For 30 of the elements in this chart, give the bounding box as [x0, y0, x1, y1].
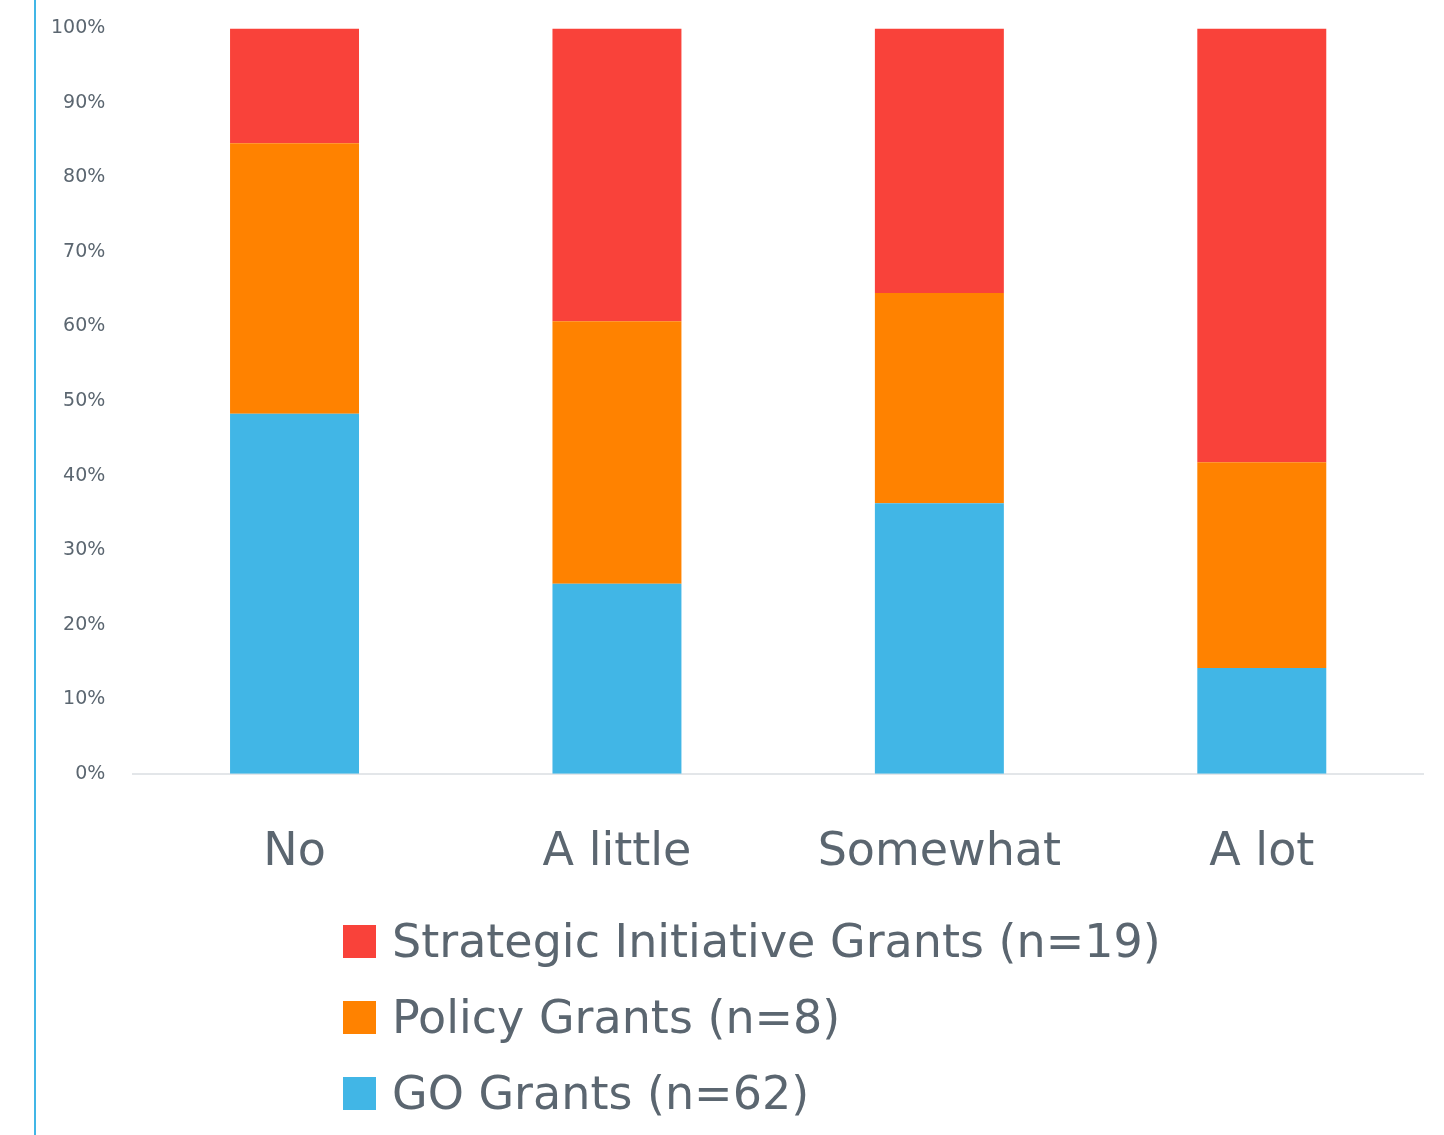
x-tick-label: Somewhat	[817, 822, 1062, 877]
x-tick-label: A lot	[1209, 822, 1315, 877]
legend-label: Strategic Initiative Grants (n=19)	[392, 913, 1161, 969]
bar	[1197, 28, 1327, 463]
bar	[230, 28, 360, 144]
y-tick-label: 30%	[63, 537, 106, 560]
bar	[1197, 462, 1327, 668]
bar	[552, 583, 682, 774]
y-tick-label: 0%	[75, 760, 106, 783]
bar	[552, 28, 682, 322]
bar	[552, 321, 682, 584]
y-tick-label: 10%	[63, 686, 106, 709]
y-tick-label: 40%	[63, 462, 106, 485]
y-tick-label: 60%	[63, 313, 106, 336]
y-tick-label: 100%	[50, 15, 106, 38]
bar	[230, 143, 360, 414]
bar	[1197, 667, 1327, 774]
bar	[230, 413, 360, 774]
y-tick-label: 80%	[63, 164, 106, 187]
y-tick-label: 50%	[63, 388, 106, 411]
y-tick-label: 70%	[63, 238, 106, 261]
x-tick-label: A little	[542, 822, 692, 877]
y-tick-label: 90%	[63, 89, 106, 112]
bar	[874, 503, 1004, 774]
x-tick-label: No	[263, 822, 326, 877]
bar	[874, 293, 1004, 504]
legend-label: Policy Grants (n=8)	[392, 989, 841, 1045]
bar	[874, 28, 1004, 294]
y-tick-label: 20%	[63, 611, 106, 634]
legend-label: GO Grants (n=62)	[392, 1065, 810, 1121]
